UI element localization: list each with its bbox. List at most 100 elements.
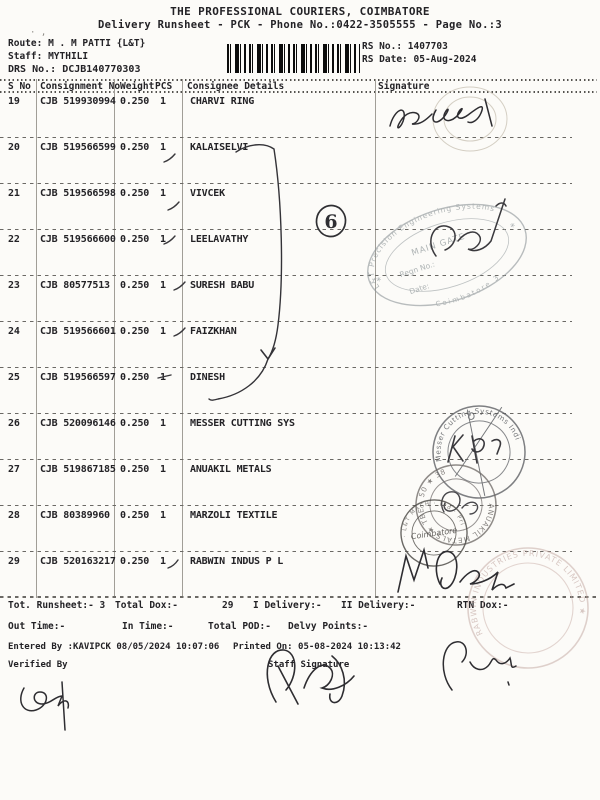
drs-label: DRS No.:: [8, 64, 57, 75]
verified-signature-scrawl: [20, 681, 70, 731]
cell-consignee: VIVCEK: [190, 188, 225, 199]
barcode-image: [227, 44, 360, 73]
cell-consignee: RABWIN INDUS P L: [190, 556, 284, 567]
cell-consignment-no: CJB 519566600: [40, 234, 116, 245]
drs-value: DCJB140770303: [62, 64, 141, 75]
cell-weight: 0.250: [120, 556, 150, 567]
cell-sno: 22: [8, 234, 20, 245]
table-row: 27 CJB 519867185 0.250 1 ANUAKIL METALS: [0, 460, 600, 506]
table-gridline: [182, 79, 183, 598]
table-row: 24 CJB 519566601 0.250 1 FAIZKHAN: [0, 322, 600, 368]
tot-runsheet: Tot. Runsheet:- 3: [8, 600, 105, 611]
i-delivery-label: I Delivery:-: [253, 600, 322, 611]
table-row: 23 CJB 80577513 0.250 1 SURESH BABU: [0, 276, 600, 322]
cell-sno: 28: [8, 510, 20, 521]
staff-label: Staff:: [8, 51, 43, 62]
cell-consignee: SURESH BABU: [190, 280, 255, 291]
cell-consignment-no: CJB 519930994: [40, 96, 116, 107]
rs-date-label: RS Date:: [362, 54, 408, 65]
table-bottom-rule: [0, 596, 597, 598]
cell-consignment-no: CJB 519566598: [40, 188, 116, 199]
printed-on: Printed On: 05-08-2024 10:13:42: [233, 642, 401, 652]
cell-consignee: CHARVI RING: [190, 96, 255, 107]
cell-weight: 0.250: [120, 280, 150, 291]
rtn-dox-label: RTN Dox:-: [457, 600, 509, 611]
page-subtitle: Delivery Runsheet - PCK - Phone No.:0422…: [98, 19, 502, 31]
table-row: 22 CJB 519566600 0.250 1 LEELAVATHY: [0, 230, 600, 276]
table-gridline: [36, 79, 37, 598]
cell-sno: 24: [8, 326, 20, 337]
in-time-label: In Time:-: [122, 621, 174, 632]
cell-weight: 0.250: [120, 326, 150, 337]
cell-pcs: 1: [160, 280, 166, 291]
delvy-points-label: Delvy Points:-: [288, 621, 369, 632]
table-top-rule: [0, 79, 597, 81]
cell-pcs: 1: [160, 234, 166, 245]
cell-pcs: 1: [160, 418, 166, 429]
page-title: THE PROFESSIONAL COURIERS, COIMBATORE: [170, 5, 430, 18]
col-header-weight: Weight: [120, 81, 155, 92]
cell-weight: 0.250: [120, 142, 150, 153]
cell-consignment-no: CJB 80389960: [40, 510, 110, 521]
cell-sno: 27: [8, 464, 20, 475]
cell-consignment-no: CJB 519566599: [40, 142, 116, 153]
cell-pcs: 1: [160, 142, 166, 153]
table-gridline: [114, 79, 115, 598]
rs-no-value: 1407703: [407, 41, 448, 52]
ii-delivery-label: II Delivery:-: [341, 600, 416, 611]
cell-weight: 0.250: [120, 510, 150, 521]
total-dox-label: Total Dox:-: [115, 600, 178, 611]
cell-consignee: KALAISELVI: [190, 142, 249, 153]
drs-line: DRS No.: DCJB140770303: [8, 64, 140, 75]
cell-sno: 23: [8, 280, 20, 291]
staff-line: Staff: MYTHILI: [8, 51, 88, 62]
cell-consignment-no: CJB 520096146: [40, 418, 116, 429]
cell-consignment-no: CJB 80577513: [40, 280, 110, 291]
cell-consignee: DINESH: [190, 372, 225, 383]
staff-value: MYTHILI: [48, 51, 89, 62]
total-pod-label: Total POD:-: [208, 621, 271, 632]
table-row: 26 CJB 520096146 0.250 1 MESSER CUTTING …: [0, 414, 600, 460]
tot-runsheet-label: Tot. Runsheet:-: [8, 600, 94, 611]
cell-sno: 20: [8, 142, 20, 153]
col-header-sno: S No: [8, 81, 31, 92]
cell-consignee: MESSER CUTTING SYS: [190, 418, 295, 429]
scan-noise: · ,: [30, 28, 47, 38]
cell-weight: 0.250: [120, 234, 150, 245]
total-dox-value: 29: [222, 600, 234, 611]
cell-consignee: FAIZKHAN: [190, 326, 237, 337]
table-header-rule: [0, 91, 597, 93]
table-row: 25 CJB 519566597 0.250 1 DINESH: [0, 368, 600, 414]
cell-consignment-no: CJB 519867185: [40, 464, 116, 475]
cell-consignee: MARZOLI TEXTILE: [190, 510, 278, 521]
table-row: 28 CJB 80389960 0.250 1 MARZOLI TEXTILE: [0, 506, 600, 552]
cell-weight: 0.250: [120, 418, 150, 429]
cell-sno: 19: [8, 96, 20, 107]
rs-no-line: RS No.: 1407703: [362, 41, 448, 52]
cell-pcs: 1: [160, 556, 166, 567]
table-row: 19 CJB 519930994 0.250 1 CHARVI RING: [0, 92, 600, 138]
cell-sno: 21: [8, 188, 20, 199]
col-header-pcs: PCS: [155, 81, 173, 92]
cell-consignment-no: CJB 519566601: [40, 326, 116, 337]
cell-consignment-no: CJB 520163217: [40, 556, 116, 567]
out-time-label: Out Time:-: [8, 621, 66, 632]
cell-pcs: 1: [160, 510, 166, 521]
cell-consignment-no: CJB 519566597: [40, 372, 116, 383]
table-rows: 19 CJB 519930994 0.250 1 CHARVI RING 20 …: [0, 92, 600, 598]
cell-weight: 0.250: [120, 188, 150, 199]
cell-pcs: 1: [160, 188, 166, 199]
rs-no-label: RS No.:: [362, 41, 403, 52]
cell-weight: 0.250: [120, 464, 150, 475]
col-header-signature: Signature: [378, 81, 430, 92]
cell-weight: 0.250: [120, 372, 150, 383]
verified-by-label: Verified By: [8, 660, 68, 670]
table-row: 20 CJB 519566599 0.250 1 KALAISELVI: [0, 138, 600, 184]
rtn-signature-scrawl: [442, 641, 517, 691]
cell-pcs: 1: [160, 372, 166, 383]
staff-signature-label: Staff Signature: [268, 660, 350, 670]
rs-date-line: RS Date: 05-Aug-2024: [362, 54, 476, 65]
cell-weight: 0.250: [120, 96, 150, 107]
cell-sno: 29: [8, 556, 20, 567]
